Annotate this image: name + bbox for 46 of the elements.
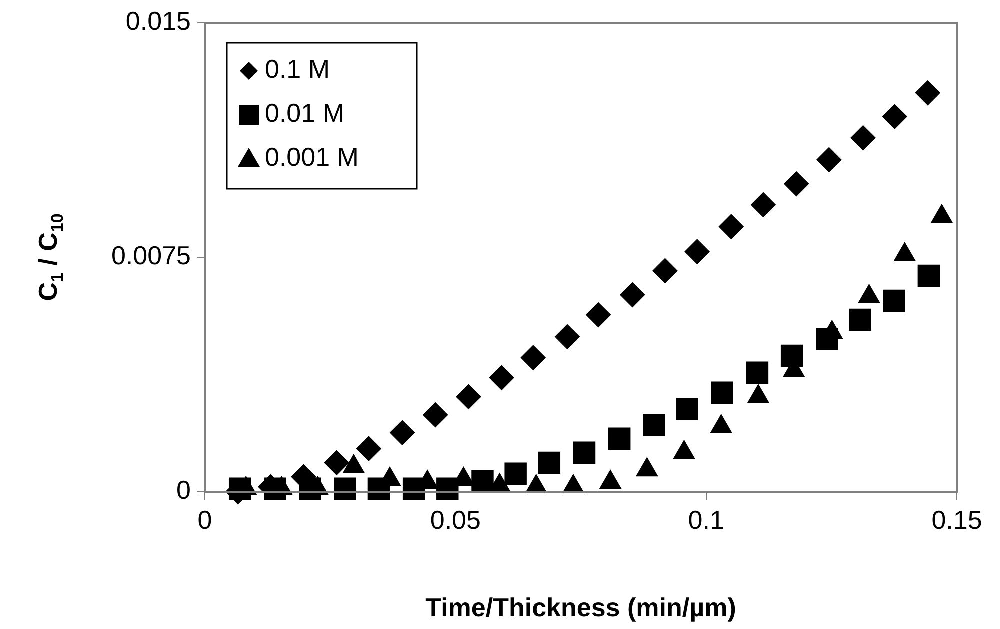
x-tick-label: 0.15: [932, 504, 982, 535]
point: [586, 302, 612, 328]
point: [780, 344, 804, 368]
point: [684, 239, 710, 264]
point: [652, 258, 678, 284]
point: [915, 80, 940, 106]
point: [390, 420, 416, 446]
point: [918, 264, 940, 288]
point: [850, 126, 876, 151]
point: [718, 214, 744, 240]
y-axis-title: C1 / C10: [33, 214, 67, 302]
point: [750, 192, 776, 218]
point: [436, 478, 459, 500]
legend-label: 0.001 M: [265, 142, 359, 172]
point: [746, 362, 769, 384]
point: [356, 436, 382, 462]
point: [554, 324, 580, 350]
legend-label: 0.01 M: [265, 98, 344, 128]
point: [620, 282, 646, 308]
y-tick-label: 0.0075: [111, 240, 191, 271]
x-tick-label: 0.05: [430, 504, 481, 535]
x-tick-label: 0: [198, 504, 212, 535]
point: [472, 470, 494, 492]
legend-label: 0.1 M: [265, 54, 330, 84]
point: [711, 382, 734, 404]
y-tick-label: 0.015: [126, 6, 191, 36]
point: [504, 462, 527, 485]
point: [816, 328, 838, 350]
point: [676, 398, 698, 420]
y-tick-label: 0: [176, 475, 191, 506]
point: [849, 308, 872, 332]
point: [456, 384, 482, 410]
point: [608, 428, 631, 450]
point: [882, 104, 908, 130]
point: [489, 365, 514, 390]
point: [883, 290, 906, 312]
x-tick-label: 0.1: [688, 504, 724, 535]
point: [816, 147, 842, 172]
point: [538, 452, 561, 474]
point: [423, 402, 448, 428]
point: [573, 442, 596, 464]
x-axis-title: Time/Thickness (min/µm): [426, 592, 736, 623]
point: [520, 345, 546, 370]
point: [324, 450, 350, 476]
point: [784, 172, 810, 197]
point: [643, 414, 666, 436]
